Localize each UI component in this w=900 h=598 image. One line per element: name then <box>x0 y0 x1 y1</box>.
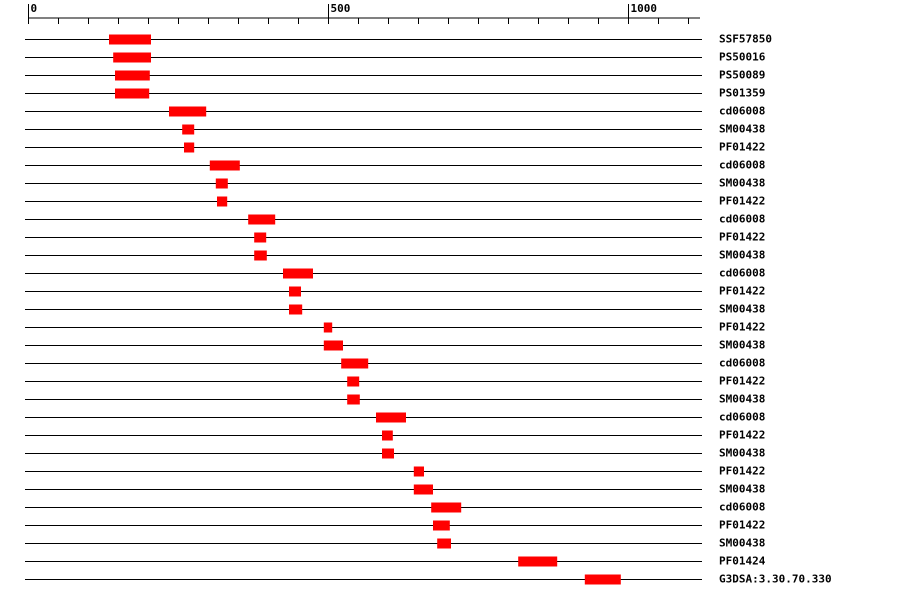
domain-bar <box>437 538 451 549</box>
domain-bar <box>254 232 267 243</box>
row-label: SSF57850 <box>719 33 772 46</box>
domain-bar <box>169 106 207 117</box>
domain-bar <box>113 52 151 63</box>
x-tick-label: 0 <box>31 2 38 15</box>
row-label: PF01424 <box>719 555 766 568</box>
x-tick-label: 1000 <box>631 2 658 15</box>
row-label: PS50089 <box>719 69 765 82</box>
row-label: cd06008 <box>719 105 765 118</box>
row-label: cd06008 <box>719 411 765 424</box>
domain-bar <box>323 322 333 333</box>
row-label: PS01359 <box>719 87 765 100</box>
domain-bar <box>182 124 195 135</box>
domain-bar <box>289 286 301 297</box>
domain-bar <box>431 502 462 513</box>
row-label: SM00438 <box>719 177 765 190</box>
row-label: SM00438 <box>719 447 765 460</box>
row-label: SM00438 <box>719 123 765 136</box>
row-label: cd06008 <box>719 159 765 172</box>
domain-bar <box>382 430 393 441</box>
row-label: SM00438 <box>719 537 765 550</box>
row-label: SM00438 <box>719 249 765 262</box>
row-label: PF01422 <box>719 285 765 298</box>
domain-bar <box>254 250 267 261</box>
domain-bar <box>289 304 303 315</box>
domain-bar <box>382 448 394 459</box>
domain-bar <box>518 556 558 567</box>
domain-bar <box>584 574 621 585</box>
domain-bar <box>109 34 151 45</box>
row-label: PF01422 <box>719 375 765 388</box>
row-label: PF01422 <box>719 141 765 154</box>
row-label: PF01422 <box>719 321 765 334</box>
row-label: PF01422 <box>719 195 765 208</box>
row-label: PS50016 <box>719 51 766 64</box>
domain-bar <box>115 70 150 81</box>
x-tick-label: 500 <box>331 2 351 15</box>
row-label: SM00438 <box>719 393 765 406</box>
row-label: cd06008 <box>719 213 765 226</box>
row-label: SM00438 <box>719 303 765 316</box>
domain-bar <box>217 196 228 207</box>
row-label: PF01422 <box>719 519 765 532</box>
domain-bar <box>413 466 424 477</box>
domain-bar <box>215 178 228 189</box>
row-label: cd06008 <box>719 267 765 280</box>
domain-bar <box>376 412 406 423</box>
domain-bar <box>209 160 240 171</box>
row-label: SM00438 <box>719 483 765 496</box>
row-label: PF01422 <box>719 429 765 442</box>
domain-bar <box>184 142 195 153</box>
domain-bar <box>323 340 343 351</box>
domain-bar <box>248 214 276 225</box>
domain-bar <box>341 358 369 369</box>
domain-bar <box>433 520 450 531</box>
row-label: PF01422 <box>719 231 765 244</box>
domain-bar <box>347 376 360 387</box>
row-label: SM00438 <box>719 339 765 352</box>
row-label: PF01422 <box>719 465 765 478</box>
domain-bar <box>283 268 313 279</box>
domain-bar <box>347 394 360 405</box>
row-label: cd06008 <box>719 357 765 370</box>
row-label: G3DSA:3.30.70.330 <box>719 573 832 586</box>
domain-bar <box>413 484 433 495</box>
domain-bar <box>115 88 150 99</box>
row-label: cd06008 <box>719 501 765 514</box>
